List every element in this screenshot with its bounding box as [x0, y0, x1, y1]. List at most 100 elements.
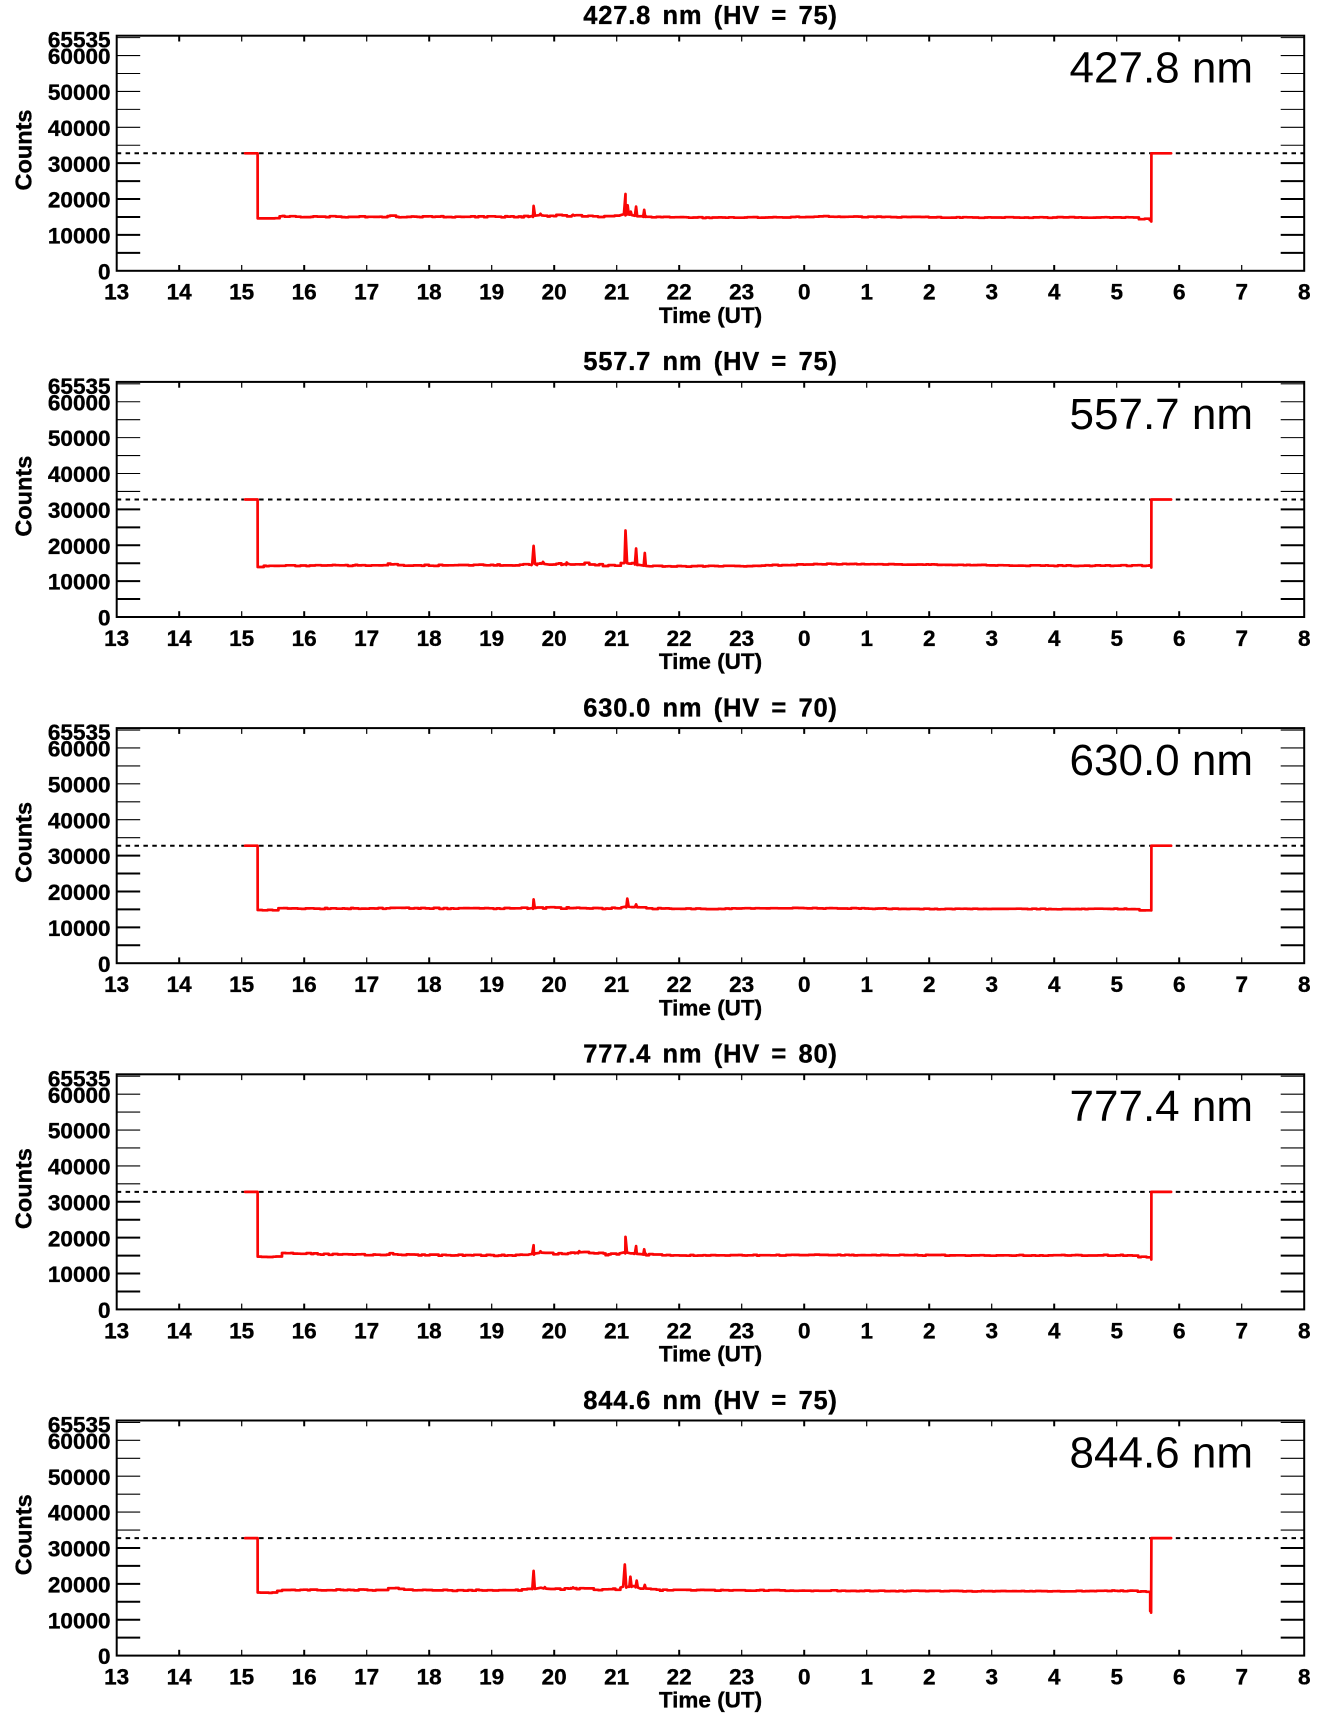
- svg-text:18: 18: [417, 280, 442, 305]
- svg-text:4: 4: [1048, 1318, 1061, 1343]
- svg-text:22: 22: [667, 972, 692, 997]
- svg-text:18: 18: [417, 972, 442, 997]
- svg-text:30000: 30000: [48, 1190, 111, 1215]
- svg-text:4: 4: [1048, 972, 1061, 997]
- svg-text:17: 17: [354, 626, 379, 651]
- svg-text:17: 17: [354, 280, 379, 305]
- svg-text:0: 0: [98, 1644, 111, 1669]
- svg-text:5: 5: [1110, 280, 1123, 305]
- svg-text:22: 22: [667, 1665, 692, 1690]
- svg-text:427.8 nm: 427.8 nm: [1070, 44, 1253, 93]
- svg-text:844.6 nm (HV = 75): 844.6 nm (HV = 75): [583, 1387, 837, 1415]
- svg-text:50000: 50000: [48, 1119, 111, 1144]
- svg-text:50000: 50000: [48, 772, 111, 797]
- svg-text:18: 18: [417, 626, 442, 651]
- svg-text:6: 6: [1173, 280, 1186, 305]
- svg-text:20000: 20000: [48, 1226, 111, 1251]
- svg-text:65535: 65535: [48, 28, 111, 53]
- svg-text:1: 1: [860, 1665, 873, 1690]
- svg-text:630.0 nm: 630.0 nm: [1070, 736, 1253, 785]
- svg-text:15: 15: [229, 1318, 254, 1343]
- svg-text:7: 7: [1235, 626, 1248, 651]
- svg-text:8: 8: [1298, 1665, 1311, 1690]
- svg-text:5: 5: [1110, 626, 1123, 651]
- svg-text:1: 1: [860, 972, 873, 997]
- svg-text:16: 16: [292, 972, 317, 997]
- svg-text:0: 0: [98, 606, 111, 631]
- svg-text:4: 4: [1048, 280, 1061, 305]
- svg-text:40000: 40000: [48, 808, 111, 833]
- svg-text:40000: 40000: [48, 116, 111, 141]
- svg-text:Counts: Counts: [11, 1494, 37, 1575]
- svg-text:60000: 60000: [48, 1429, 111, 1454]
- svg-text:Time (UT): Time (UT): [659, 1342, 762, 1367]
- svg-text:30000: 30000: [48, 152, 111, 177]
- svg-text:10000: 10000: [48, 224, 111, 249]
- svg-text:20: 20: [542, 1318, 567, 1343]
- svg-text:7: 7: [1235, 1318, 1248, 1343]
- svg-text:21: 21: [604, 1665, 629, 1690]
- svg-text:5: 5: [1110, 972, 1123, 997]
- svg-text:14: 14: [167, 1665, 193, 1690]
- svg-text:30000: 30000: [48, 844, 111, 869]
- svg-text:427.8 nm (HV = 75): 427.8 nm (HV = 75): [583, 2, 837, 30]
- svg-text:40000: 40000: [48, 1501, 111, 1526]
- svg-text:0: 0: [798, 626, 811, 651]
- svg-text:7: 7: [1235, 972, 1248, 997]
- svg-text:1: 1: [860, 280, 873, 305]
- svg-text:8: 8: [1298, 626, 1311, 651]
- svg-text:2: 2: [923, 1665, 936, 1690]
- svg-text:2: 2: [923, 626, 936, 651]
- svg-text:23: 23: [729, 626, 754, 651]
- svg-text:0: 0: [798, 1665, 811, 1690]
- svg-text:16: 16: [292, 1665, 317, 1690]
- svg-text:23: 23: [729, 972, 754, 997]
- svg-text:4: 4: [1048, 626, 1061, 651]
- svg-text:15: 15: [229, 280, 254, 305]
- svg-text:3: 3: [985, 626, 998, 651]
- svg-text:3: 3: [985, 1665, 998, 1690]
- svg-text:Counts: Counts: [11, 456, 37, 537]
- svg-text:8: 8: [1298, 972, 1311, 997]
- svg-text:16: 16: [292, 1318, 317, 1343]
- svg-text:23: 23: [729, 280, 754, 305]
- svg-text:630.0 nm (HV = 70): 630.0 nm (HV = 70): [583, 694, 837, 722]
- svg-text:7: 7: [1235, 1665, 1248, 1690]
- svg-text:14: 14: [167, 280, 193, 305]
- svg-text:5: 5: [1110, 1665, 1123, 1690]
- svg-text:20: 20: [542, 626, 567, 651]
- svg-text:20: 20: [542, 972, 567, 997]
- svg-text:557.7 nm: 557.7 nm: [1070, 390, 1253, 439]
- svg-text:13: 13: [104, 972, 129, 997]
- svg-text:23: 23: [729, 1665, 754, 1690]
- svg-text:17: 17: [354, 1318, 379, 1343]
- svg-text:19: 19: [479, 1318, 504, 1343]
- svg-text:22: 22: [667, 626, 692, 651]
- svg-text:20000: 20000: [48, 880, 111, 905]
- svg-text:20000: 20000: [48, 534, 111, 559]
- svg-text:0: 0: [798, 972, 811, 997]
- svg-text:60000: 60000: [48, 737, 111, 762]
- svg-text:6: 6: [1173, 1665, 1186, 1690]
- svg-text:3: 3: [985, 972, 998, 997]
- svg-text:65535: 65535: [48, 374, 111, 399]
- svg-text:Time (UT): Time (UT): [659, 1688, 762, 1713]
- svg-text:16: 16: [292, 280, 317, 305]
- svg-text:40000: 40000: [48, 1155, 111, 1180]
- svg-text:65535: 65535: [48, 720, 111, 745]
- svg-text:2: 2: [923, 972, 936, 997]
- svg-text:10000: 10000: [48, 916, 111, 941]
- svg-text:0: 0: [98, 1298, 111, 1323]
- svg-text:20: 20: [542, 280, 567, 305]
- svg-text:22: 22: [667, 280, 692, 305]
- svg-text:18: 18: [417, 1318, 442, 1343]
- svg-text:60000: 60000: [48, 44, 111, 69]
- svg-text:557.7 nm (HV = 75): 557.7 nm (HV = 75): [583, 348, 837, 376]
- svg-text:50000: 50000: [48, 80, 111, 105]
- svg-text:65535: 65535: [48, 1066, 111, 1091]
- svg-text:6: 6: [1173, 972, 1186, 997]
- svg-text:2: 2: [923, 280, 936, 305]
- svg-text:20000: 20000: [48, 1573, 111, 1598]
- svg-text:21: 21: [604, 280, 629, 305]
- svg-text:4: 4: [1048, 1665, 1061, 1690]
